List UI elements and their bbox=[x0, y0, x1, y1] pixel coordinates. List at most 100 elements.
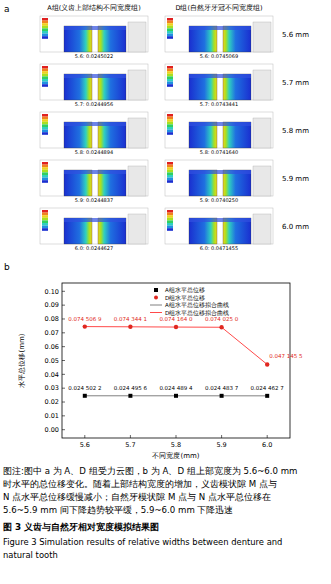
plot-area bbox=[83, 324, 270, 397]
color-legend bbox=[42, 223, 48, 226]
row-label: 5.8 mm bbox=[282, 127, 309, 135]
color-legend bbox=[42, 228, 48, 231]
color-legend bbox=[167, 165, 173, 168]
side-view bbox=[253, 214, 271, 244]
x-tick bbox=[84, 435, 85, 438]
y-tick-label: 0.03 bbox=[45, 384, 59, 392]
color-legend bbox=[42, 175, 48, 178]
color-legend bbox=[167, 215, 173, 218]
color-legend bbox=[167, 21, 173, 24]
column-header: A组(义齿上部结构不同宽度组) bbox=[47, 4, 141, 12]
color-legend bbox=[42, 162, 48, 165]
color-legend bbox=[167, 31, 173, 34]
crown bbox=[189, 74, 251, 78]
image-frame bbox=[165, 112, 273, 148]
image-caption: 5.8: 0.0244894 bbox=[75, 149, 113, 155]
data-label: 0.047 145 5 bbox=[269, 353, 303, 359]
color-legend bbox=[42, 36, 48, 39]
y-tick-label: 0.07 bbox=[45, 329, 59, 337]
color-legend bbox=[167, 84, 173, 87]
crown bbox=[189, 122, 251, 126]
color-legend bbox=[42, 178, 48, 181]
legend-label: A组水平总位移 bbox=[165, 287, 205, 293]
color-legend bbox=[167, 66, 173, 69]
color-legend bbox=[42, 34, 48, 37]
color-legend bbox=[42, 210, 48, 213]
image-frame bbox=[165, 160, 273, 196]
color-legend bbox=[167, 26, 173, 29]
image-caption: 5.9: 0.0244837 bbox=[75, 197, 113, 203]
y-tick-label: 0.10 bbox=[45, 288, 59, 296]
color-legend bbox=[42, 117, 48, 120]
color-legend bbox=[42, 122, 48, 125]
color-legend bbox=[167, 180, 173, 183]
x-tick-label: 5.7 bbox=[125, 441, 135, 449]
x-tick-label: 5.9 bbox=[216, 441, 226, 449]
data-point bbox=[128, 325, 132, 329]
data-label: 0.024 502 2 bbox=[68, 385, 101, 391]
color-legend bbox=[42, 71, 48, 74]
side-view bbox=[128, 118, 146, 148]
color-legend bbox=[42, 213, 48, 216]
color-legend bbox=[167, 127, 173, 130]
y-tick bbox=[62, 291, 65, 292]
fea-image bbox=[40, 64, 148, 100]
color-legend bbox=[167, 117, 173, 120]
legend-line bbox=[150, 312, 162, 313]
panel-label: b bbox=[4, 262, 10, 272]
data-label: 0.024 489 4 bbox=[159, 385, 193, 391]
x-tick bbox=[221, 435, 222, 438]
image-caption: 5.6: 0.0745069 bbox=[200, 53, 238, 59]
fea-image bbox=[165, 160, 273, 196]
color-legend bbox=[167, 28, 173, 31]
caption-line: 图注:图中 a 为 A、D 组受力云图，b 为 A、D 组上部宽度为 5.6~6… bbox=[3, 466, 297, 476]
image-frame bbox=[40, 112, 148, 148]
side-view bbox=[253, 166, 271, 196]
x-tick-label: 5.6 bbox=[80, 441, 90, 449]
row-label: 5.6 mm bbox=[282, 31, 309, 39]
image-caption: 5.7: 0.0244956 bbox=[75, 101, 113, 107]
color-legend bbox=[167, 167, 173, 170]
y-tick-label: 0.02 bbox=[45, 398, 59, 406]
color-legend bbox=[42, 172, 48, 175]
image-caption: 5.8: 0.0741640 bbox=[200, 149, 238, 155]
y-tick-label: 0.01 bbox=[45, 412, 59, 420]
color-legend bbox=[42, 79, 48, 82]
x-tick bbox=[130, 435, 131, 438]
color-legend bbox=[167, 23, 173, 26]
side-view bbox=[253, 118, 271, 148]
image-frame bbox=[40, 64, 148, 100]
color-legend bbox=[167, 223, 173, 226]
color-legend bbox=[42, 226, 48, 229]
legend-line bbox=[150, 305, 162, 306]
column-header: D组(自然牙牙冠不同宽度组) bbox=[175, 4, 262, 12]
data-point bbox=[83, 324, 87, 328]
color-legend bbox=[42, 218, 48, 221]
color-legend bbox=[42, 82, 48, 85]
data-point bbox=[128, 394, 132, 398]
data-label: 0.024 462 7 bbox=[251, 385, 285, 391]
y-tick bbox=[62, 429, 65, 430]
side-view bbox=[253, 22, 271, 52]
color-legend bbox=[167, 36, 173, 39]
fea-image bbox=[40, 16, 148, 52]
color-legend bbox=[167, 162, 173, 165]
fea-image bbox=[165, 112, 273, 148]
data-label: 0.074 344 1 bbox=[114, 316, 147, 322]
color-legend bbox=[167, 226, 173, 229]
caption-line: N 点水平总位移缓慢减小；自然牙模状隙 M 点与 N 点水平总位移在 bbox=[3, 492, 271, 502]
color-legend bbox=[42, 180, 48, 183]
y-tick bbox=[62, 374, 65, 375]
data-point bbox=[174, 394, 178, 398]
figure-title-en: natural tooth bbox=[3, 550, 58, 560]
color-legend bbox=[42, 170, 48, 173]
image-frame bbox=[40, 160, 148, 196]
y-tick bbox=[62, 318, 65, 319]
crown bbox=[64, 74, 126, 78]
color-legend bbox=[42, 76, 48, 79]
data-point bbox=[265, 362, 269, 366]
x-tick-label: 5.8 bbox=[171, 441, 181, 449]
color-legend bbox=[42, 21, 48, 24]
fit-line bbox=[85, 327, 267, 365]
data-point bbox=[83, 394, 87, 398]
